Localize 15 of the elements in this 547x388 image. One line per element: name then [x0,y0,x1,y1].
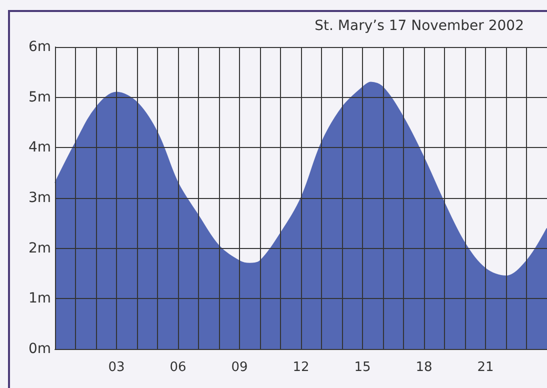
y-tick-label: 0m [28,341,51,357]
y-tick-label: 6m [28,39,51,55]
x-tick-label: 12 [292,360,310,375]
x-tick-label: 21 [477,360,494,375]
y-tick-label: 2m [28,240,51,256]
chart-title: St. Mary’s 17 November 2002 [314,18,524,34]
x-tick-label: 15 [354,360,371,375]
x-tick-label: 06 [170,360,186,375]
y-tick-label: 3m [28,190,51,206]
x-tick-label: 18 [416,360,432,375]
x-tick-label: 03 [108,360,125,375]
y-tick-label: 5m [28,89,51,106]
x-tick-label: 09 [231,360,248,375]
y-tick-label: 1m [28,290,51,307]
y-tick-label: 4m [28,140,51,156]
